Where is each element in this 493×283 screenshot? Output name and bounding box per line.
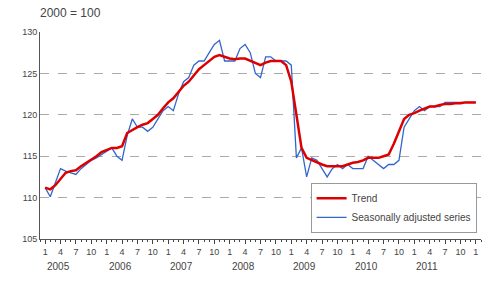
svg-text:10: 10 [271, 247, 281, 257]
svg-text:7: 7 [320, 247, 325, 257]
svg-text:1: 1 [412, 247, 417, 257]
svg-text:4: 4 [181, 247, 186, 257]
svg-text:7: 7 [135, 247, 140, 257]
svg-text:7: 7 [381, 247, 386, 257]
svg-text:1: 1 [227, 247, 232, 257]
svg-text:4: 4 [366, 247, 371, 257]
svg-text:10: 10 [394, 247, 404, 257]
svg-text:1: 1 [104, 247, 109, 257]
svg-text:1: 1 [350, 247, 355, 257]
svg-text:2006: 2006 [109, 261, 132, 272]
svg-text:110: 110 [23, 193, 37, 203]
svg-text:7: 7 [258, 247, 263, 257]
svg-text:2000 = 100: 2000 = 100 [40, 6, 101, 20]
svg-text:2005: 2005 [47, 261, 70, 272]
svg-text:4: 4 [304, 247, 309, 257]
svg-text:10: 10 [332, 247, 342, 257]
svg-text:7: 7 [443, 247, 448, 257]
svg-text:Seasonally adjusted series: Seasonally adjusted series [352, 212, 471, 223]
svg-text:2011: 2011 [416, 261, 438, 272]
svg-text:1: 1 [166, 247, 171, 257]
svg-text:7: 7 [73, 247, 78, 257]
svg-text:125: 125 [22, 69, 37, 79]
svg-text:4: 4 [120, 247, 125, 257]
svg-text:1: 1 [289, 247, 294, 257]
svg-text:1: 1 [473, 247, 478, 257]
svg-text:4: 4 [243, 247, 248, 257]
svg-text:2008: 2008 [232, 261, 255, 272]
svg-text:4: 4 [427, 247, 432, 257]
svg-text:2009: 2009 [293, 261, 316, 272]
svg-text:10: 10 [148, 247, 158, 257]
svg-text:10: 10 [86, 247, 96, 257]
svg-text:7: 7 [196, 247, 201, 257]
svg-text:120: 120 [22, 110, 37, 120]
svg-text:2007: 2007 [170, 261, 193, 272]
svg-text:Trend: Trend [352, 193, 378, 204]
svg-text:2010: 2010 [355, 261, 378, 272]
svg-text:10: 10 [455, 247, 465, 257]
svg-text:115: 115 [23, 151, 37, 161]
svg-text:105: 105 [22, 234, 37, 244]
svg-text:130: 130 [22, 27, 37, 37]
svg-text:10: 10 [209, 247, 219, 257]
svg-text:1: 1 [43, 247, 48, 257]
svg-text:4: 4 [58, 247, 63, 257]
